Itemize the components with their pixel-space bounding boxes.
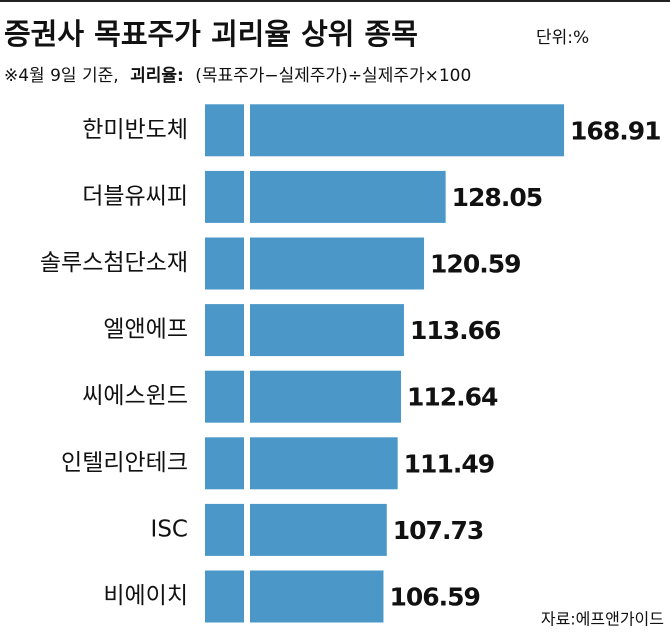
category-label: 솔루스첨단소재 [40, 250, 188, 276]
subtitle-rest: (목표주가−실제주가)÷실제주가×100 [195, 66, 471, 86]
bar [205, 503, 387, 556]
category-label: 더블유씨피 [82, 183, 188, 209]
category-label: 인텔리안테크 [61, 450, 188, 476]
bar [205, 170, 446, 223]
category-label: ISC [151, 516, 188, 542]
category-label: 비에이치 [103, 583, 188, 609]
value-label: 111.49 [404, 449, 494, 478]
value-label: 128.05 [452, 183, 542, 212]
unit-label: 단위:% [536, 28, 589, 48]
value-label: 112.64 [407, 383, 498, 412]
value-label: 113.66 [410, 316, 501, 345]
category-label: 씨에스윈드 [82, 383, 188, 409]
value-label: 168.91 [570, 116, 660, 145]
bar [205, 304, 404, 357]
source: 자료:에프앤가이드 [541, 610, 664, 629]
bar [205, 370, 401, 423]
category-label: 엘앤에프 [103, 317, 188, 343]
chart-title: 증권사 목표주가 괴리율 상위 종목 [4, 17, 418, 51]
value-label: 120.59 [430, 250, 520, 279]
axis-break [244, 97, 250, 635]
subtitle-prefix: ※4월 9일 기준, [4, 66, 119, 86]
bar [205, 570, 384, 623]
subtitle-bold: 괴리율: [130, 66, 184, 86]
category-label: 한미반도체 [82, 117, 188, 143]
bar [205, 437, 398, 490]
value-label: 107.73 [393, 516, 483, 545]
bar [205, 104, 565, 157]
value-label: 106.59 [389, 583, 479, 612]
subtitle: ※4월 9일 기준, 괴리율: (목표주가−실제주가)÷실제주가×100 [4, 66, 471, 86]
bar [205, 237, 425, 290]
